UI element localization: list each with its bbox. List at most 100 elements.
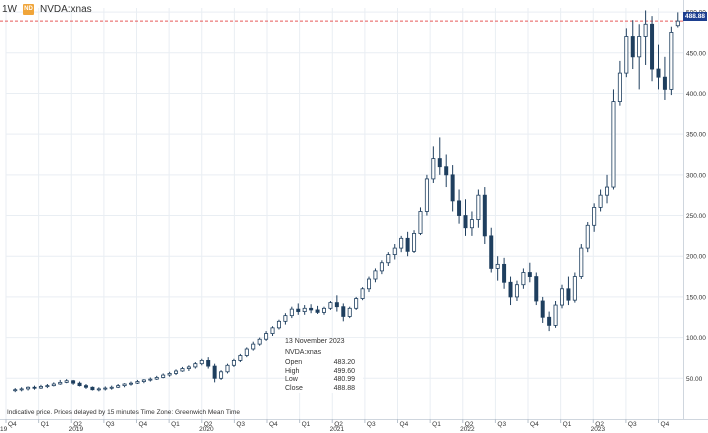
candle[interactable] — [502, 257, 507, 289]
candle[interactable] — [360, 287, 365, 301]
candle[interactable] — [424, 174, 429, 216]
candle[interactable] — [264, 331, 269, 341]
candle[interactable] — [611, 89, 616, 190]
candle[interactable] — [148, 377, 153, 382]
candle[interactable] — [605, 174, 610, 204]
candle[interactable] — [463, 199, 468, 236]
candle[interactable] — [58, 379, 63, 385]
candle[interactable] — [289, 306, 294, 319]
candle[interactable] — [122, 383, 127, 388]
candle[interactable] — [469, 211, 474, 236]
candle[interactable] — [650, 16, 655, 82]
candle[interactable] — [540, 296, 545, 323]
candle[interactable] — [553, 300, 558, 328]
symbol-name[interactable]: NVDA:xnas — [40, 3, 92, 15]
candle[interactable] — [315, 305, 320, 315]
candle[interactable] — [193, 362, 198, 369]
candle[interactable] — [450, 165, 455, 212]
candle[interactable] — [51, 382, 56, 387]
candle[interactable] — [167, 371, 172, 377]
candle[interactable] — [347, 306, 352, 319]
candle[interactable] — [495, 256, 500, 281]
candle[interactable] — [547, 311, 552, 332]
candle[interactable] — [45, 384, 50, 389]
candle[interactable] — [77, 381, 82, 387]
candle[interactable] — [572, 272, 577, 303]
candle[interactable] — [598, 189, 603, 212]
interval-selector[interactable]: 1W — [2, 3, 17, 15]
candle[interactable] — [585, 222, 590, 253]
candle[interactable] — [386, 252, 391, 266]
candle[interactable] — [225, 363, 230, 374]
candle[interactable] — [341, 303, 346, 322]
candle[interactable] — [141, 379, 146, 384]
candle[interactable] — [662, 56, 667, 100]
candle[interactable] — [26, 386, 31, 391]
candle[interactable] — [437, 137, 442, 175]
candle[interactable] — [257, 337, 262, 346]
candle[interactable] — [321, 306, 326, 315]
candle[interactable] — [283, 313, 288, 325]
candle[interactable] — [617, 60, 622, 106]
candle[interactable] — [489, 227, 494, 273]
candle[interactable] — [630, 20, 635, 70]
candle[interactable] — [592, 203, 597, 232]
candle[interactable] — [482, 187, 487, 245]
candle[interactable] — [309, 304, 314, 314]
candle[interactable] — [527, 262, 532, 283]
candle[interactable] — [219, 370, 224, 380]
candle[interactable] — [508, 276, 513, 306]
candle[interactable] — [199, 358, 204, 366]
candle[interactable] — [392, 244, 397, 260]
candle[interactable] — [476, 189, 481, 228]
candle[interactable] — [514, 280, 519, 301]
candle[interactable] — [38, 384, 43, 389]
candle[interactable] — [624, 28, 629, 78]
candle[interactable] — [643, 10, 648, 65]
candle[interactable] — [675, 12, 680, 28]
candle[interactable] — [109, 385, 114, 390]
candle[interactable] — [457, 189, 462, 224]
candle[interactable] — [656, 44, 661, 90]
candle[interactable] — [231, 358, 236, 367]
candle[interactable] — [83, 384, 88, 389]
candle[interactable] — [129, 381, 134, 386]
candle[interactable] — [186, 365, 191, 371]
candle[interactable] — [154, 375, 159, 380]
candle[interactable] — [334, 295, 339, 312]
candle[interactable] — [579, 244, 584, 280]
candle[interactable] — [90, 386, 95, 391]
candle[interactable] — [566, 276, 571, 306]
candle[interactable] — [19, 387, 24, 392]
candle[interactable] — [71, 379, 76, 385]
candle[interactable] — [103, 386, 108, 391]
candle[interactable] — [302, 305, 307, 315]
candle[interactable] — [174, 369, 179, 376]
candle[interactable] — [96, 387, 101, 392]
candle[interactable] — [180, 366, 185, 372]
candle[interactable] — [251, 341, 256, 351]
candle[interactable] — [418, 207, 423, 236]
candle[interactable] — [399, 235, 404, 253]
candle[interactable] — [212, 363, 217, 383]
candle[interactable] — [270, 326, 275, 336]
candle[interactable] — [13, 388, 18, 393]
candle[interactable] — [135, 379, 140, 385]
candle[interactable] — [161, 373, 166, 379]
candle[interactable] — [559, 284, 564, 309]
candle[interactable] — [444, 154, 449, 188]
candle[interactable] — [116, 384, 121, 389]
candle[interactable] — [412, 230, 417, 253]
candle[interactable] — [379, 260, 384, 275]
candle[interactable] — [296, 303, 301, 315]
candle[interactable] — [534, 272, 539, 306]
candle[interactable] — [637, 24, 642, 90]
candle[interactable] — [405, 231, 410, 257]
candle[interactable] — [276, 319, 281, 330]
candle[interactable] — [64, 379, 69, 384]
candle[interactable] — [238, 353, 243, 363]
candle[interactable] — [367, 276, 372, 293]
candle[interactable] — [373, 268, 378, 283]
candle[interactable] — [328, 300, 333, 310]
